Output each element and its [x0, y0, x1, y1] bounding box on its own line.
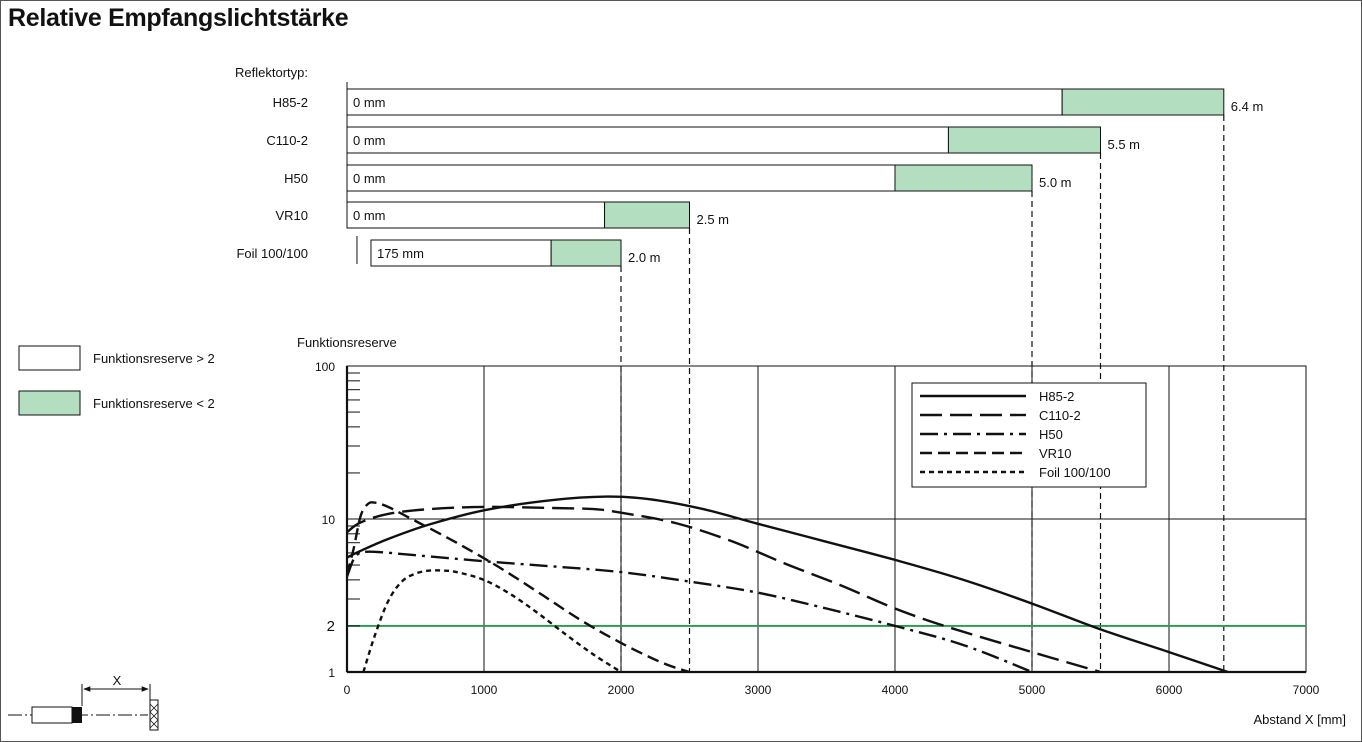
sensor-body: [31, 706, 73, 724]
reflector-hatching: [149, 703, 159, 729]
x-axis-ticks: 0 1000 2000 3000 4000 5000 6000 7000: [344, 683, 1320, 697]
bar-start-label-h85-2: 0 mm: [353, 95, 386, 110]
legend-label-vr10: VR10: [1039, 446, 1072, 461]
bar-segment-high-h85-2: [346, 88, 1063, 116]
legend-label-reserve-low: Funktionsreserve < 2: [93, 396, 215, 411]
bar-category-vr10: VR10: [275, 208, 308, 223]
series-lines: [345, 495, 1229, 674]
legend-label-h50: H50: [1039, 427, 1063, 442]
y-tick-label-2: 2: [327, 618, 335, 635]
bar-start-label-foil-100-100: 175 mm: [377, 246, 424, 261]
legend-label-foil-100-100: Foil 100/100: [1039, 465, 1111, 480]
bar-category-h50: H50: [284, 171, 308, 186]
range-bar-chart: Reflektortyp: H85-2 0 mm 6.4 m C110-2 0 mm 5.…: [235, 65, 1263, 672]
y-axis-ticks: 1 2 10 100: [315, 360, 360, 680]
reflector-icon: [149, 699, 159, 731]
series-line-vr10: [345, 501, 690, 674]
x-tick-label-5000: 5000: [1019, 683, 1046, 697]
bar-end-label-h50: 5.0 m: [1039, 175, 1072, 190]
series-line-h50: [345, 550, 1033, 674]
x-tick-label-2000: 2000: [608, 683, 635, 697]
bar-segment-low-c110-2: [947, 126, 1101, 154]
x-tick-label-4000: 4000: [882, 683, 909, 697]
page-title: Relative Empfangslichtstärke: [8, 4, 349, 32]
y-tick-label-1: 1: [328, 666, 335, 680]
bar-end-label-h85-2: 6.4 m: [1231, 99, 1264, 114]
x-tick-label-1000: 1000: [471, 683, 498, 697]
bar-category-c110-2: C110-2: [266, 133, 308, 148]
y-axis-label: Funktionsreserve: [297, 335, 397, 350]
x-tick-label-6000: 6000: [1156, 683, 1183, 697]
bar-segment-high-h50: [346, 164, 896, 192]
line-legend: H85-2 C110-2 H50 VR10 Foil 100/100: [911, 382, 1147, 488]
chart-grid: [345, 365, 1307, 674]
bar-start-label-vr10: 0 mm: [353, 208, 386, 223]
bar-segment-high-vr10: [346, 201, 606, 229]
series-line-h85-2: [346, 495, 1229, 674]
bar-end-label-c110-2: 5.5 m: [1108, 137, 1141, 152]
y-tick-label-10: 10: [322, 513, 336, 527]
bar-end-label-vr10: 2.5 m: [697, 212, 730, 227]
x-tick-label-3000: 3000: [745, 683, 772, 697]
bar-end-label-foil-100-100: 2.0 m: [628, 250, 661, 265]
bar-start-label-h50: 0 mm: [353, 171, 386, 186]
range-bars: H85-2 0 mm 6.4 m C110-2 0 mm 5.5 m H50 0 mm 5.0 …: [236, 82, 1264, 267]
reserve-line-chart: Funktionsreserve Abstand X [mm] 1210100 …: [297, 335, 1346, 727]
bar-segment-high-c110-2: [346, 126, 949, 154]
bar-segment-low-h50: [894, 164, 1033, 192]
bar-category-h85-2: H85-2: [273, 95, 308, 110]
legend-label-reserve-high: Funktionsreserve > 2: [93, 351, 215, 366]
bar-segment-low-vr10: [604, 201, 690, 229]
bar-start-label-c110-2: 0 mm: [353, 133, 386, 148]
sensor-sketch: X: [8, 673, 159, 731]
x-axis-label: Abstand X [mm]: [1254, 712, 1346, 727]
sensor-lens: [72, 707, 82, 723]
series-line-c110-2: [346, 505, 1101, 674]
y-tick-label-100: 100: [315, 360, 335, 374]
distance-label: X: [113, 673, 122, 688]
zone-legend: Funktionsreserve > 2 Funktionsreserve < …: [18, 345, 215, 416]
bar-category-foil-100-100: Foil 100/100: [236, 246, 308, 261]
reflector-heading: Reflektortyp:: [235, 65, 308, 80]
legend-swatch-white: [18, 345, 81, 371]
x-tick-label-0: 0: [344, 683, 351, 697]
legend-label-h85-2: H85-2: [1039, 389, 1074, 404]
bar-segment-low-h85-2: [1061, 88, 1225, 116]
legend-label-c110-2: C110-2: [1039, 408, 1081, 423]
series-line-foil-100-100: [362, 569, 622, 674]
bar-segment-low-foil-100-100: [550, 239, 622, 267]
line-legend-box: [911, 382, 1147, 488]
legend-swatch-green: [18, 390, 81, 416]
bar-segment-high-foil-100-100: [370, 239, 552, 267]
x-tick-label-7000: 7000: [1293, 683, 1320, 697]
